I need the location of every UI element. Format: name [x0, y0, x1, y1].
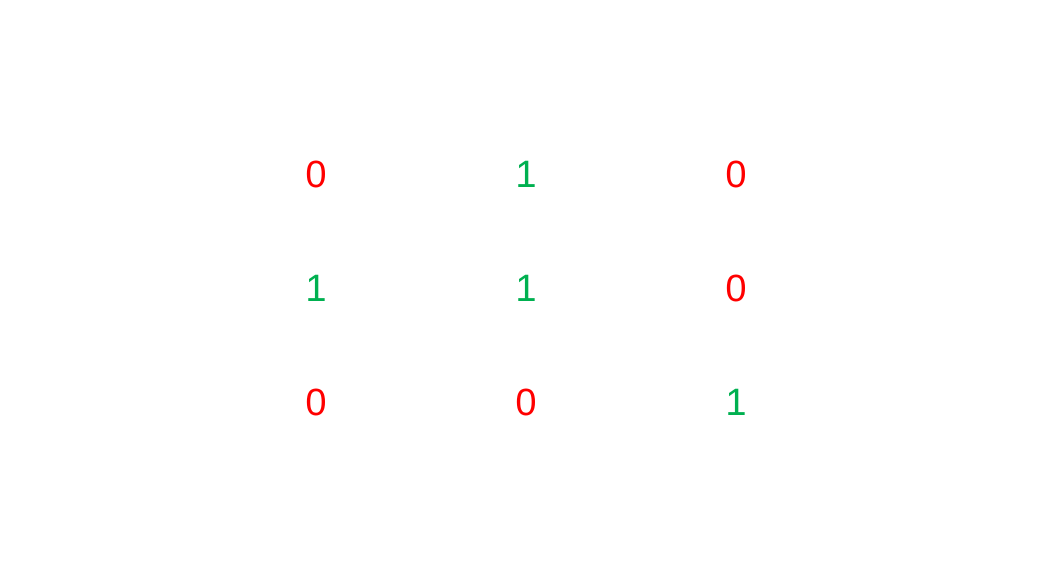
matrix-cell-r3-c1: 0: [305, 382, 327, 424]
matrix-cell-r3-c2: 0: [515, 382, 537, 424]
matrix-cell-r2-c2: 1: [515, 268, 537, 310]
matrix-cell-r1-c1: 0: [305, 154, 327, 196]
matrix-cell-r2-c1: 1: [305, 268, 327, 310]
matrix-cell-r2-c3: 0: [725, 268, 747, 310]
matrix-cell-r1-c2: 1: [515, 154, 537, 196]
matrix-cell-r3-c3: 1: [725, 382, 747, 424]
matrix-cell-r1-c3: 0: [725, 154, 747, 196]
